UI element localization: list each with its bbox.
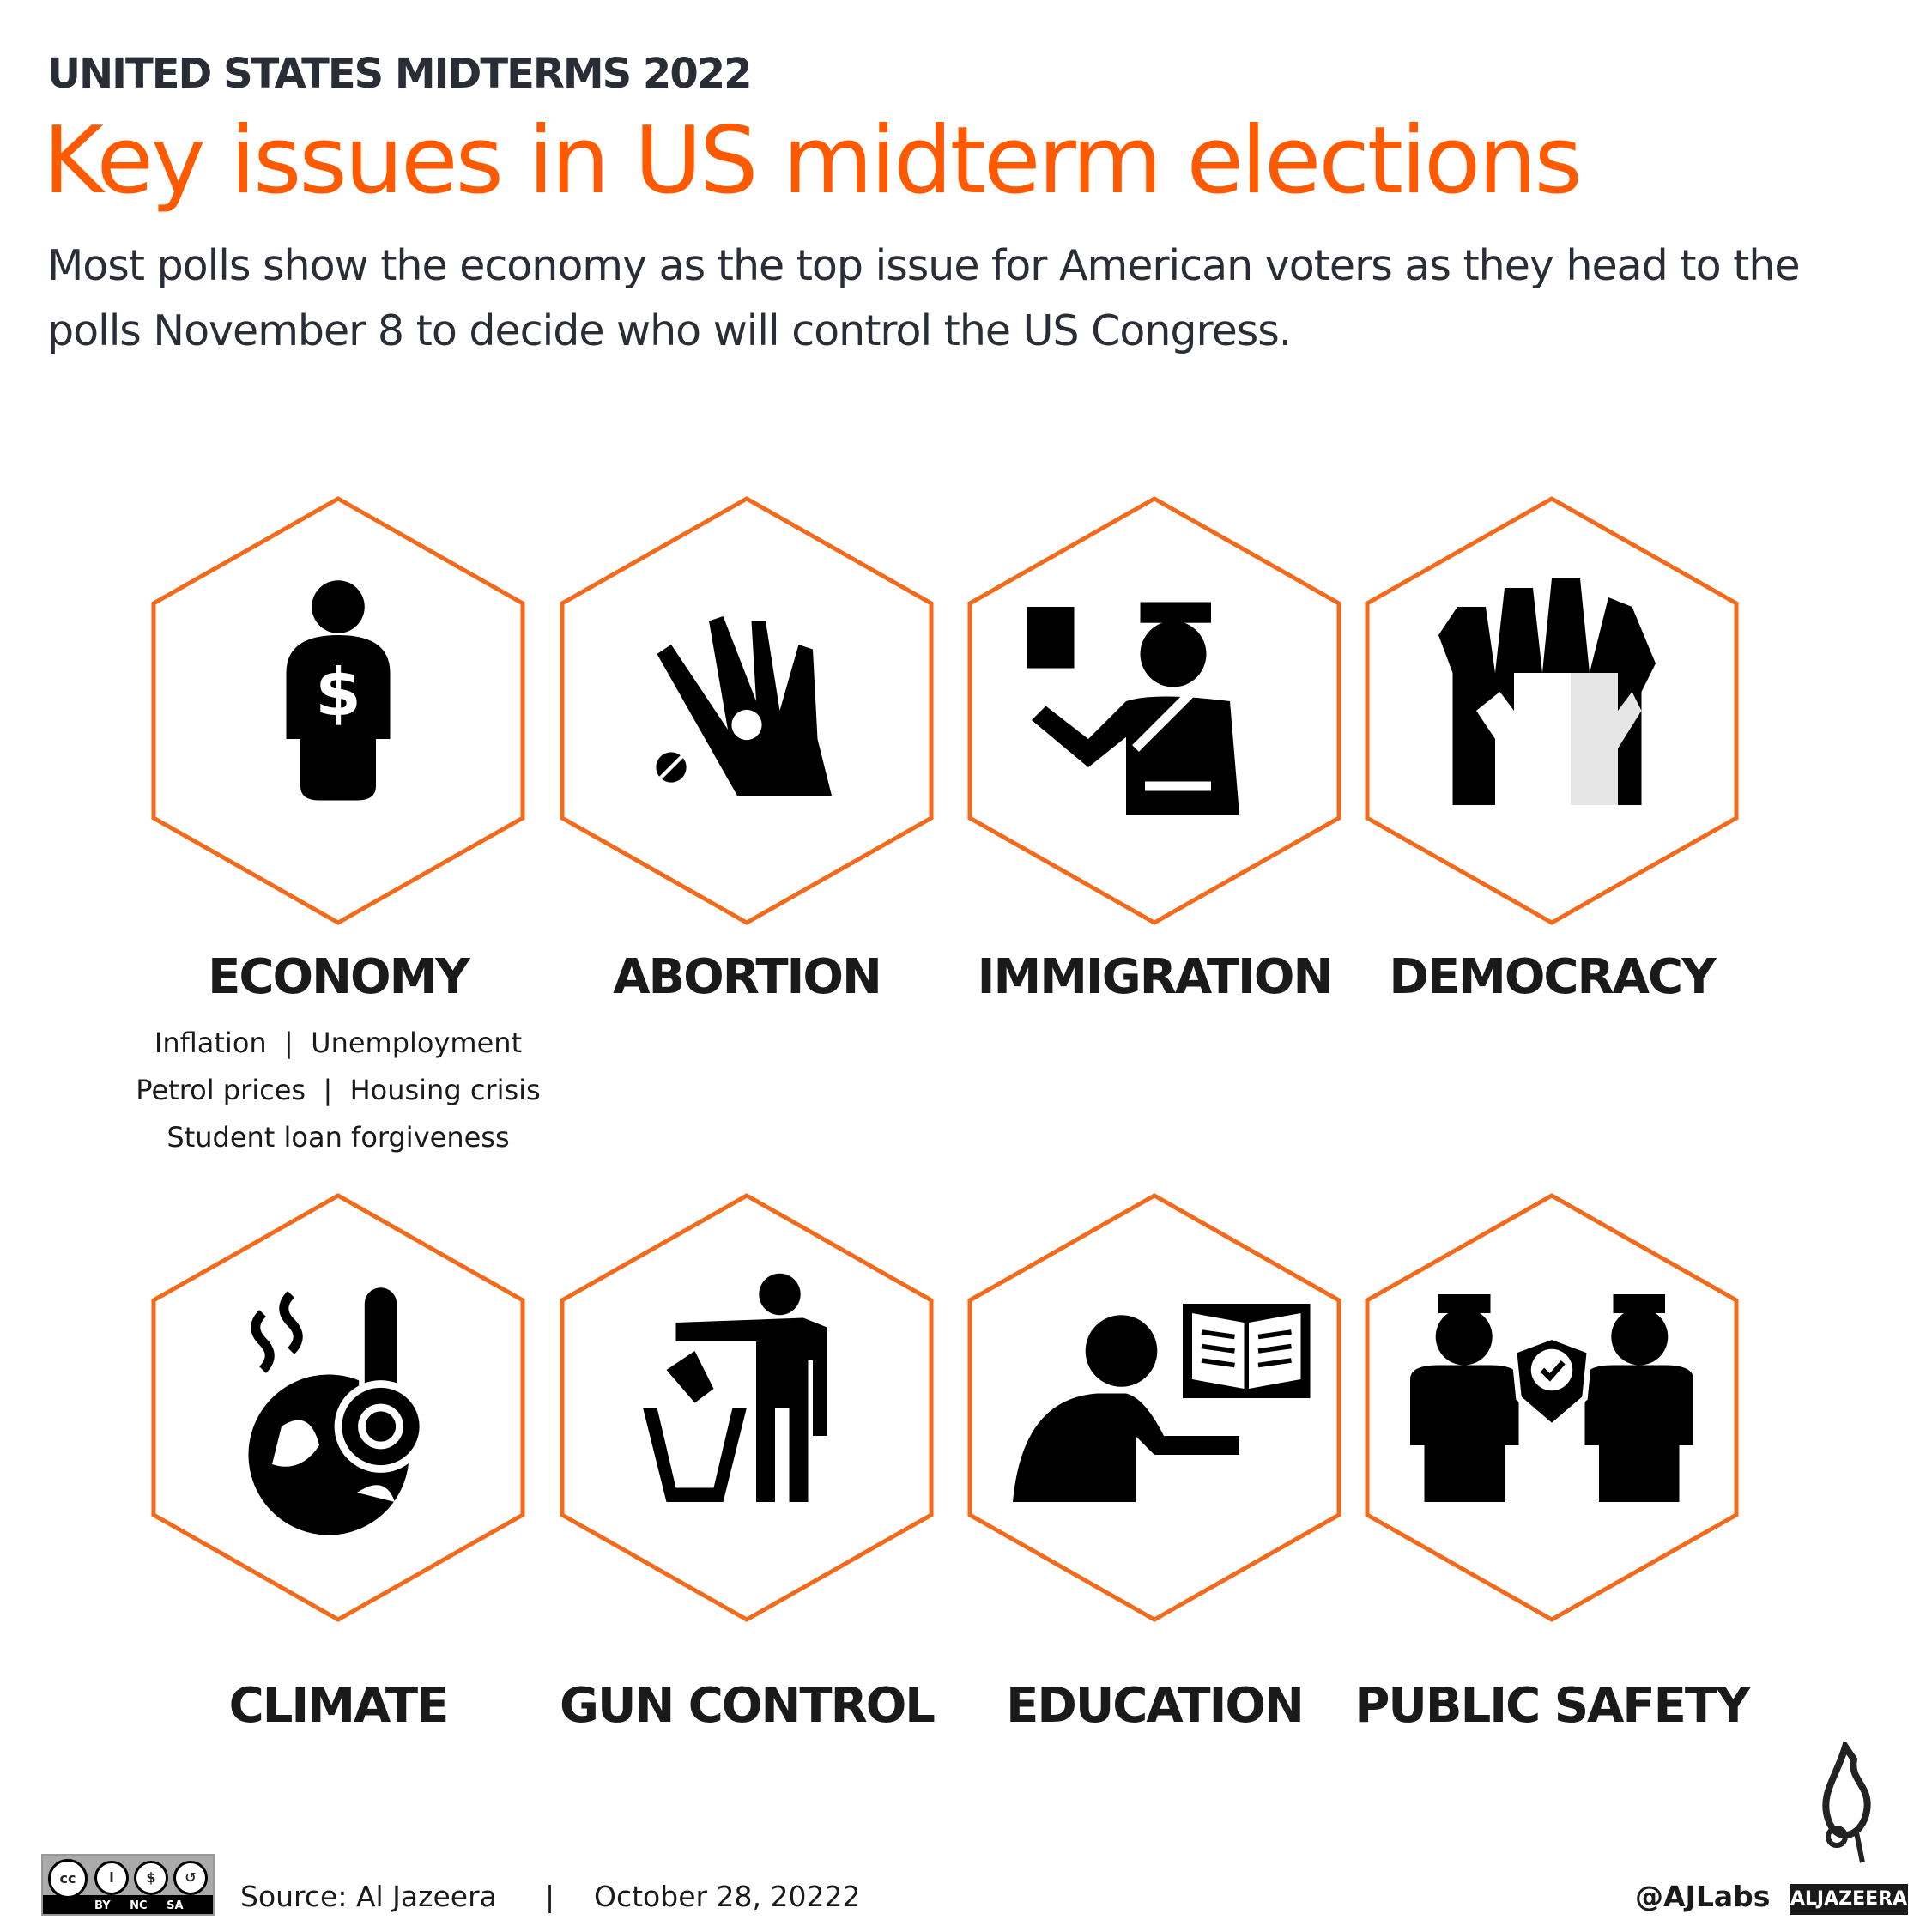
police-shield-icon <box>1410 1294 1693 1502</box>
page-title: Key issues in US midterm elections <box>43 107 1583 215</box>
creative-commons-badge: cc i $ ↺ BY NC SA <box>41 1854 215 1916</box>
subitem: Student loan forgiveness <box>167 1121 510 1154</box>
issue-subitems: Inflation | Unemployment Petrol prices | … <box>98 1020 578 1161</box>
aljazeera-calligraphy-logo <box>1822 1742 1871 1863</box>
raised-hands-icon <box>1438 578 1656 805</box>
kicker: UNITED STATES MIDTERMS 2022 <box>47 50 753 98</box>
hexagon-frame <box>967 496 1341 925</box>
issue-label: CLIMATE <box>228 1678 450 1734</box>
officer-passport-icon <box>1027 602 1239 815</box>
issue-label: IMMIGRATION <box>977 949 1334 1005</box>
issue-label: ECONOMY <box>208 949 470 1005</box>
hexagon-frame <box>967 1193 1341 1622</box>
hexagon-frame <box>151 1193 525 1622</box>
source-text: Source: Al Jazeera <box>240 1880 497 1913</box>
hexagon-frame <box>1365 496 1739 925</box>
issue-label: PUBLIC SAFETY <box>1354 1678 1750 1734</box>
subitem: Petrol prices | Housing crisis <box>136 1074 541 1106</box>
globe-thermometer-icon <box>248 1281 427 1535</box>
subtitle: Most polls show the economy as the top i… <box>47 241 1801 355</box>
gun-trash-icon <box>643 1273 827 1502</box>
issue-label: ABORTION <box>613 949 882 1005</box>
issue-label: GUN CONTROL <box>560 1678 936 1734</box>
handle-text: @AJLabs <box>1635 1880 1771 1913</box>
aljazeera-wordmark: ALJAZEERA <box>1790 1884 1908 1915</box>
hexagon-frame: $ <box>151 496 525 925</box>
license-tags: BY NC SA <box>94 1899 184 1912</box>
footer-separator: | <box>545 1880 555 1913</box>
hexagon-frame <box>560 1193 934 1622</box>
issue-label: DEMOCRACY <box>1389 949 1716 1005</box>
teacher-book-icon <box>1013 1304 1311 1502</box>
date-text: October 28, 20222 <box>594 1880 861 1913</box>
subitem: Inflation | Unemployment <box>154 1027 523 1059</box>
hand-pill-icon <box>656 616 832 796</box>
svg-text:$: $ <box>315 656 361 732</box>
person-money-icon: $ <box>286 580 391 801</box>
hexagon-frame <box>1365 1193 1739 1622</box>
hexagon-frame <box>560 496 934 925</box>
issue-label: EDUCATION <box>1006 1678 1305 1734</box>
